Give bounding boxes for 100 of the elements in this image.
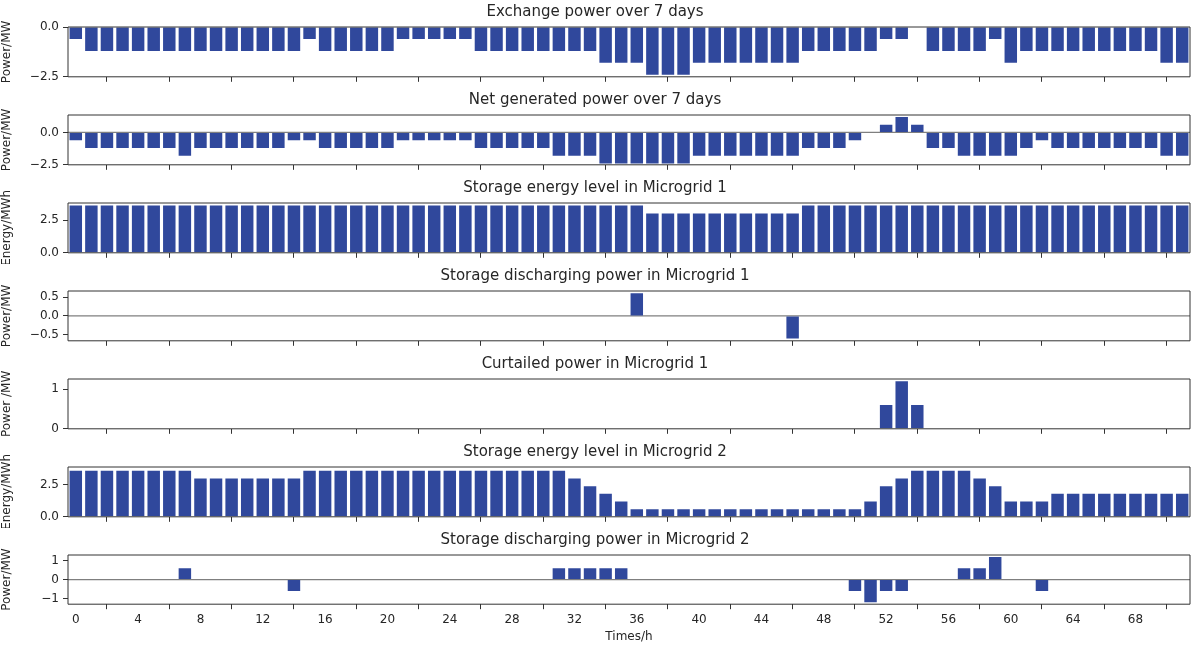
bar [225, 478, 238, 517]
bar [879, 124, 893, 132]
bar [911, 124, 924, 132]
bar [1144, 132, 1158, 148]
bar [147, 470, 160, 517]
x-tick-label: 24 [442, 611, 458, 626]
bar [116, 470, 129, 517]
bar [381, 132, 394, 148]
bar [708, 132, 721, 156]
y-tick-label: 0.0 [39, 19, 59, 34]
bar [692, 132, 706, 156]
bar [1113, 132, 1127, 148]
bar [318, 470, 332, 517]
bar [630, 132, 644, 164]
bar [365, 470, 379, 517]
y-tick-label: 2.5 [39, 212, 59, 227]
bar [1160, 493, 1173, 517]
bar [178, 470, 192, 517]
bar [957, 470, 971, 517]
x-tick-label: 48 [816, 611, 832, 626]
bar [272, 132, 285, 148]
bar [646, 509, 659, 517]
y-axis-title: Energy/MWh [0, 189, 14, 266]
bar [1129, 493, 1142, 517]
bar [1004, 501, 1018, 517]
bar [599, 568, 612, 580]
bar [942, 470, 955, 517]
bar [755, 509, 768, 517]
bar [677, 132, 690, 164]
bar [692, 509, 706, 517]
bar [552, 470, 566, 517]
bar [833, 509, 846, 517]
bar [739, 509, 753, 517]
chart-title: Storage discharging power in Microgrid 2 [440, 529, 750, 548]
bar [786, 509, 799, 517]
bar [147, 132, 160, 148]
x-tick-label: 16 [317, 611, 333, 626]
bar [537, 132, 550, 148]
bar [490, 132, 503, 148]
bar [801, 132, 815, 148]
bar [1129, 132, 1142, 148]
bar [848, 132, 862, 141]
bar [646, 132, 659, 164]
bar [770, 132, 784, 156]
bar [1020, 501, 1033, 517]
bar [1175, 493, 1189, 517]
bar [116, 132, 129, 148]
bar [240, 478, 254, 517]
chart-title: Storage discharging power in Microgrid 1 [440, 265, 750, 284]
bar [630, 509, 644, 517]
bar [459, 470, 472, 517]
bar [848, 580, 862, 591]
bar [474, 132, 488, 148]
bar [708, 509, 721, 517]
bar [677, 509, 690, 517]
bar [1051, 493, 1064, 517]
bar [1020, 132, 1033, 148]
bar [895, 478, 908, 517]
bar [973, 568, 986, 580]
bar [911, 470, 924, 517]
bar [614, 501, 628, 517]
bar [443, 470, 457, 517]
bar [396, 132, 410, 141]
bar [303, 132, 316, 141]
bar [739, 132, 753, 156]
y-tick-label: 1 [51, 381, 59, 396]
bar [848, 509, 862, 517]
y-axis-title: Energy/MWh [0, 453, 14, 530]
bar [272, 478, 285, 517]
bar [1066, 132, 1080, 148]
x-tick-label: 8 [196, 611, 205, 626]
bar [895, 580, 908, 591]
bar [926, 470, 940, 517]
x-tick-label: 20 [379, 611, 396, 626]
bar [178, 132, 192, 156]
bar [552, 132, 566, 156]
bar [163, 470, 176, 517]
bar [396, 470, 410, 517]
y-tick-label: 0 [51, 420, 59, 435]
bar [1066, 493, 1080, 517]
bar [163, 132, 176, 148]
bar [459, 132, 472, 141]
bar [833, 132, 846, 148]
bar [350, 132, 363, 148]
bar [583, 486, 597, 517]
bar [505, 470, 519, 517]
bar [474, 470, 488, 517]
bar [1004, 132, 1018, 156]
bar [614, 132, 628, 164]
bar [568, 568, 581, 580]
x-tick-label: 68 [1127, 611, 1144, 626]
bar [365, 132, 379, 148]
y-tick-label: −0.5 [29, 326, 59, 341]
bar [988, 132, 1002, 156]
bar [973, 132, 986, 156]
bar [1035, 132, 1049, 141]
y-tick-label: 0.5 [39, 289, 59, 304]
bar [490, 470, 503, 517]
bar [131, 470, 145, 517]
bar [879, 486, 893, 517]
